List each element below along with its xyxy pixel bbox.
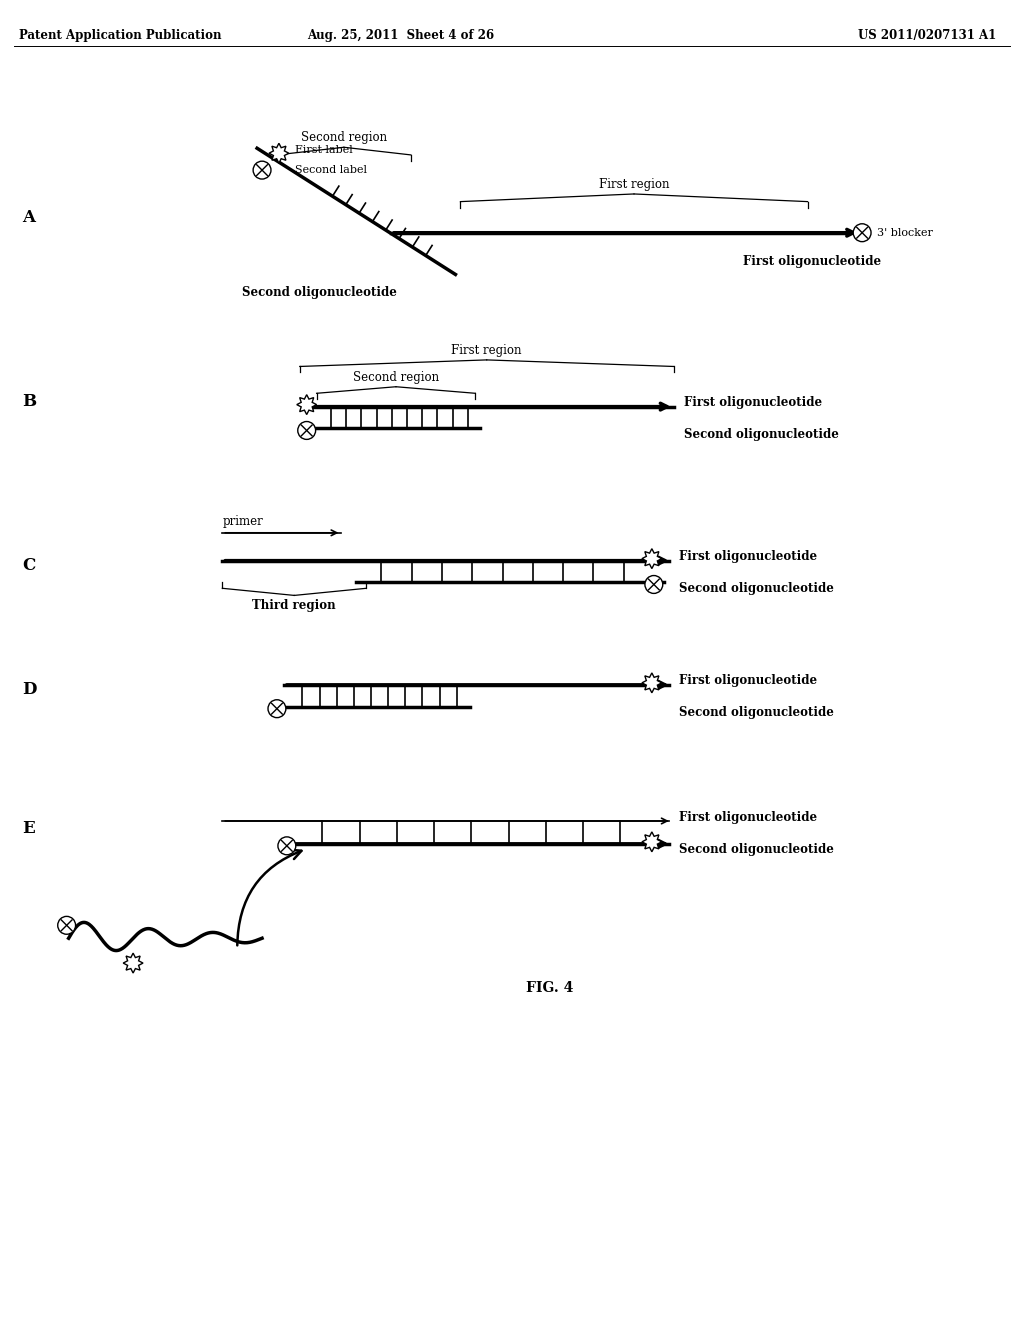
Text: Second region: Second region (301, 131, 387, 144)
Text: Second oligonucleotide: Second oligonucleotide (243, 286, 397, 300)
Text: First label: First label (295, 145, 352, 156)
Text: First oligonucleotide: First oligonucleotide (743, 255, 882, 268)
Text: Second oligonucleotide: Second oligonucleotide (679, 706, 834, 719)
Text: E: E (23, 821, 35, 837)
Text: US 2011/0207131 A1: US 2011/0207131 A1 (858, 29, 996, 42)
Circle shape (278, 837, 296, 855)
Circle shape (853, 224, 871, 242)
Text: Third region: Third region (253, 599, 336, 612)
Text: First oligonucleotide: First oligonucleotide (679, 810, 817, 824)
Text: Patent Application Publication: Patent Application Publication (19, 29, 221, 42)
Text: primer: primer (222, 515, 263, 528)
Circle shape (253, 161, 271, 180)
Polygon shape (642, 832, 662, 851)
Circle shape (57, 916, 76, 935)
Text: First region: First region (452, 345, 522, 356)
Text: 3' blocker: 3' blocker (877, 228, 933, 238)
Text: Second oligonucleotide: Second oligonucleotide (679, 843, 834, 857)
Text: First oligonucleotide: First oligonucleotide (679, 550, 817, 564)
Text: D: D (23, 681, 37, 698)
Circle shape (268, 700, 286, 718)
FancyArrowPatch shape (238, 850, 301, 945)
Polygon shape (123, 953, 143, 973)
Text: C: C (23, 557, 35, 574)
Text: FIG. 4: FIG. 4 (526, 981, 573, 995)
Polygon shape (297, 395, 316, 414)
Text: Second region: Second region (353, 371, 439, 384)
Text: First oligonucleotide: First oligonucleotide (679, 675, 817, 688)
Text: B: B (23, 393, 36, 411)
Text: A: A (23, 210, 35, 226)
Text: Second label: Second label (295, 165, 367, 176)
Text: Second oligonucleotide: Second oligonucleotide (684, 428, 839, 441)
Polygon shape (642, 673, 662, 693)
Circle shape (645, 576, 663, 594)
Polygon shape (642, 549, 662, 569)
Text: Second oligonucleotide: Second oligonucleotide (679, 582, 834, 595)
Circle shape (298, 421, 315, 440)
Polygon shape (269, 144, 289, 164)
Text: First region: First region (599, 178, 670, 191)
Text: Aug. 25, 2011  Sheet 4 of 26: Aug. 25, 2011 Sheet 4 of 26 (307, 29, 495, 42)
Text: First oligonucleotide: First oligonucleotide (684, 396, 821, 409)
